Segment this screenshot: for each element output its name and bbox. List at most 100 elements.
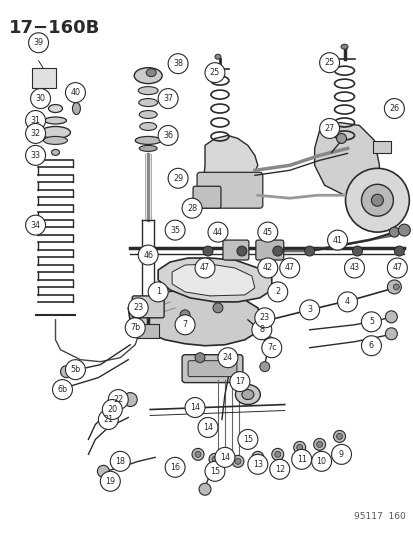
Polygon shape — [204, 135, 257, 188]
Circle shape — [204, 462, 224, 481]
Circle shape — [100, 471, 120, 491]
Polygon shape — [314, 123, 378, 195]
Circle shape — [316, 441, 322, 447]
Text: 26: 26 — [388, 104, 399, 113]
Ellipse shape — [40, 126, 70, 139]
Text: 15: 15 — [242, 435, 252, 444]
Circle shape — [361, 184, 392, 216]
Circle shape — [361, 312, 380, 332]
Text: 39: 39 — [33, 38, 43, 47]
Text: 32: 32 — [31, 129, 40, 138]
Circle shape — [65, 360, 85, 379]
Text: 42: 42 — [262, 263, 272, 272]
Text: 25: 25 — [209, 68, 220, 77]
Circle shape — [158, 88, 178, 109]
Text: 23: 23 — [133, 303, 143, 312]
Circle shape — [389, 227, 399, 237]
Circle shape — [204, 63, 224, 83]
FancyBboxPatch shape — [132, 296, 164, 318]
Circle shape — [251, 451, 263, 463]
Text: 9: 9 — [338, 450, 343, 459]
Ellipse shape — [51, 149, 59, 156]
FancyBboxPatch shape — [223, 240, 248, 260]
Ellipse shape — [340, 44, 347, 49]
Circle shape — [257, 258, 277, 278]
Circle shape — [123, 393, 137, 407]
Text: 8: 8 — [259, 325, 263, 334]
Circle shape — [274, 451, 280, 457]
Circle shape — [180, 310, 190, 320]
Circle shape — [52, 379, 72, 400]
Circle shape — [26, 124, 45, 143]
Text: 17: 17 — [234, 377, 244, 386]
Ellipse shape — [140, 123, 156, 131]
FancyBboxPatch shape — [192, 186, 221, 208]
Text: 47: 47 — [199, 263, 209, 272]
Circle shape — [279, 258, 299, 278]
Text: 14: 14 — [190, 403, 199, 412]
Circle shape — [236, 246, 246, 256]
Circle shape — [257, 222, 277, 242]
Text: 3: 3 — [306, 305, 311, 314]
Ellipse shape — [235, 385, 260, 405]
Ellipse shape — [139, 146, 157, 151]
Circle shape — [165, 220, 185, 240]
Text: 27: 27 — [324, 124, 334, 133]
Circle shape — [26, 146, 45, 165]
Circle shape — [344, 258, 363, 278]
Circle shape — [351, 246, 362, 256]
Text: 20: 20 — [107, 405, 117, 414]
Circle shape — [385, 311, 396, 323]
Text: 6b: 6b — [57, 385, 67, 394]
Circle shape — [110, 451, 130, 471]
Circle shape — [138, 245, 158, 265]
FancyBboxPatch shape — [373, 141, 390, 154]
Circle shape — [261, 338, 281, 358]
Text: 11: 11 — [296, 455, 306, 464]
Circle shape — [336, 133, 346, 143]
Ellipse shape — [241, 390, 253, 400]
Circle shape — [299, 300, 319, 320]
FancyBboxPatch shape — [137, 324, 159, 338]
Circle shape — [264, 337, 274, 347]
Circle shape — [60, 366, 72, 377]
Text: 41: 41 — [332, 236, 342, 245]
Text: 40: 40 — [70, 88, 80, 97]
FancyBboxPatch shape — [31, 68, 55, 87]
Polygon shape — [128, 290, 261, 346]
Ellipse shape — [48, 104, 62, 112]
Text: 25: 25 — [324, 58, 334, 67]
Circle shape — [234, 458, 240, 464]
Circle shape — [182, 198, 202, 218]
Circle shape — [311, 451, 331, 471]
Circle shape — [271, 448, 283, 461]
Circle shape — [207, 222, 228, 242]
Circle shape — [31, 88, 50, 109]
Text: 44: 44 — [212, 228, 223, 237]
Circle shape — [387, 280, 400, 294]
Text: 15: 15 — [209, 467, 219, 476]
Circle shape — [168, 54, 188, 74]
Text: 5b: 5b — [70, 365, 81, 374]
Circle shape — [108, 390, 128, 409]
Circle shape — [272, 246, 282, 256]
Ellipse shape — [138, 99, 157, 107]
Circle shape — [195, 353, 204, 362]
Text: 33: 33 — [31, 151, 40, 160]
Text: 38: 38 — [173, 59, 183, 68]
Circle shape — [199, 483, 211, 495]
Text: 12: 12 — [274, 465, 284, 474]
FancyBboxPatch shape — [197, 172, 262, 208]
Circle shape — [293, 441, 305, 454]
Text: 7: 7 — [182, 320, 187, 329]
Text: 47: 47 — [284, 263, 294, 272]
Circle shape — [128, 298, 148, 318]
Text: 7b: 7b — [130, 324, 140, 332]
Circle shape — [148, 282, 168, 302]
Text: 22: 22 — [113, 395, 123, 404]
Text: 28: 28 — [187, 204, 197, 213]
Ellipse shape — [72, 102, 80, 115]
Text: 36: 36 — [163, 131, 173, 140]
Text: 46: 46 — [143, 251, 153, 260]
Circle shape — [247, 454, 267, 474]
